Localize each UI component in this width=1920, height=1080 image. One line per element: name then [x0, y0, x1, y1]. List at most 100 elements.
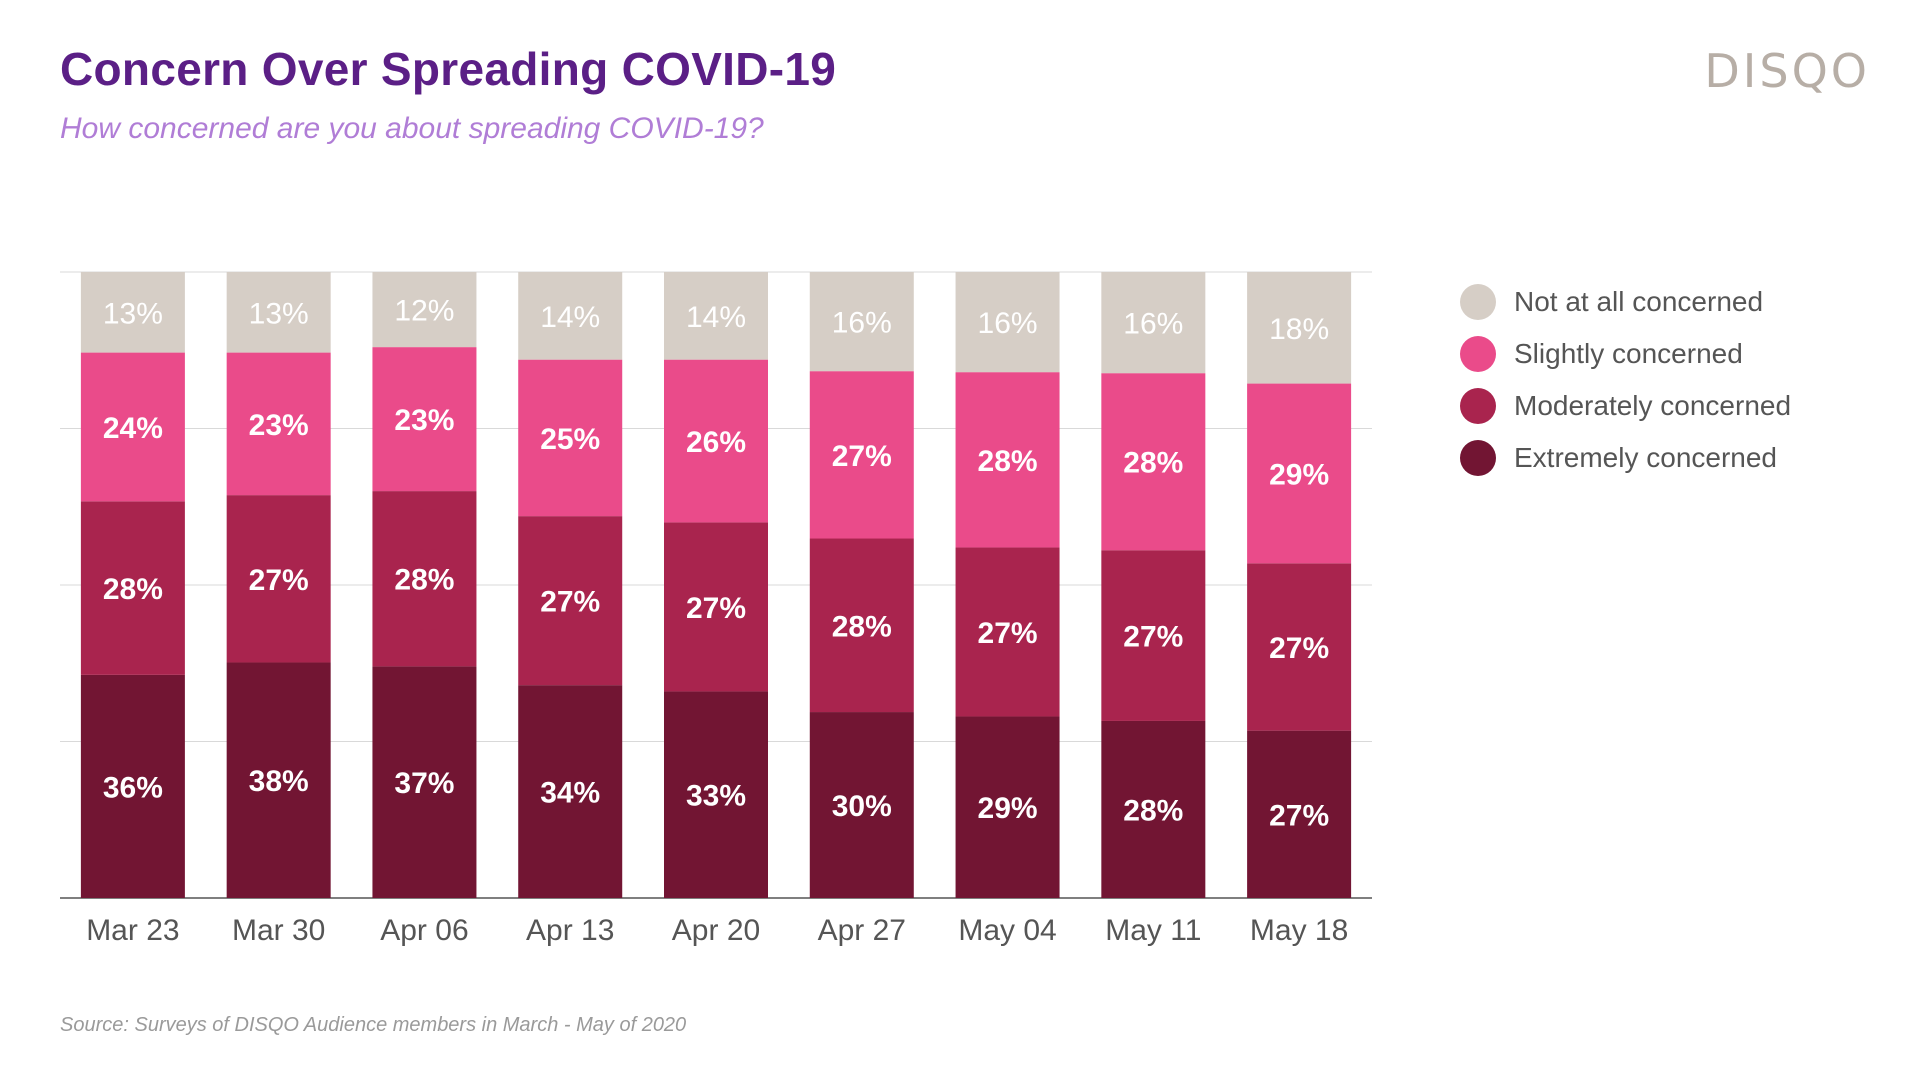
data-label: 27%: [832, 440, 892, 473]
bar-segment-slightly: [809, 371, 914, 539]
data-label: 27%: [1123, 621, 1183, 654]
legend-label: Slightly concerned: [1514, 338, 1743, 369]
data-label: 28%: [1123, 447, 1183, 480]
bar-segment-moderately: [80, 501, 185, 675]
x-tick-label: Apr 27: [818, 914, 906, 947]
bar-segment-moderately: [809, 538, 914, 713]
brand-logo: DISQO: [1704, 44, 1870, 98]
bar-segment-slightly: [518, 359, 623, 517]
bar-segment-moderately: [664, 522, 768, 692]
stacked-bar-chart: 36% 28% 24% 13% Mar 23 38% 27% 23% 13% Mar 30 37% 2…: [60, 271, 1372, 947]
bar-segment-extremely: [664, 691, 768, 898]
bar-stack: 37% 28% 23% 12%: [372, 272, 477, 898]
bar-segment-not_at_all: [226, 272, 331, 353]
legend-item: Extremely concerned: [1460, 432, 1791, 484]
data-label: 29%: [978, 792, 1038, 825]
legend-item: Not at all concerned: [1460, 276, 1791, 328]
bar-segment-not_at_all: [809, 272, 914, 372]
data-label: 28%: [103, 573, 163, 606]
chart-legend: Not at all concerned Slightly concerned Mo…: [1460, 276, 1791, 484]
data-label: 36%: [103, 771, 163, 804]
bar-stack: 36% 28% 24% 13%: [80, 272, 185, 898]
data-label: 24%: [103, 412, 163, 445]
bar-segment-not_at_all: [518, 272, 623, 360]
data-label: 23%: [394, 404, 454, 437]
data-label: 30%: [832, 790, 892, 823]
data-label: 27%: [1269, 632, 1329, 665]
source-note: Source: Surveys of DISQO Audience member…: [60, 1014, 687, 1036]
data-label: 38%: [249, 765, 309, 798]
data-label: 26%: [686, 426, 746, 459]
bar-segment-extremely: [1101, 720, 1206, 898]
data-label: 37%: [394, 767, 454, 800]
x-tick-label: Apr 13: [526, 914, 614, 947]
bar-segment-not_at_all: [664, 272, 768, 360]
data-label: 16%: [978, 307, 1038, 340]
legend-item: Moderately concerned: [1460, 380, 1791, 432]
data-label: 14%: [540, 301, 600, 334]
bar-segment-slightly: [1101, 373, 1206, 551]
bar-segment-slightly: [80, 352, 185, 502]
legend-label: Moderately concerned: [1514, 390, 1792, 421]
data-label: 28%: [978, 445, 1038, 478]
data-label: 27%: [978, 617, 1038, 650]
bar-segment-extremely: [809, 712, 914, 898]
x-tick-label: May 11: [1105, 914, 1201, 947]
legend-item: Slightly concerned: [1460, 328, 1791, 380]
bar-segment-extremely: [372, 666, 477, 898]
bar-segment-moderately: [1247, 563, 1352, 731]
bar-segment-slightly: [664, 359, 768, 523]
x-tick-label: May 18: [1250, 914, 1348, 947]
data-label: 25%: [540, 423, 600, 456]
data-label: 33%: [686, 780, 746, 813]
bar-stack: 34% 27% 25% 14%: [518, 272, 623, 898]
data-label: 28%: [832, 610, 892, 643]
x-tick-label: Mar 30: [232, 914, 325, 947]
bar-segment-not_at_all: [1247, 272, 1352, 384]
legend-swatch: [1460, 388, 1496, 424]
bar-segment-extremely: [955, 716, 1060, 898]
bar-stack: 33% 27% 26% 14%: [664, 272, 768, 898]
legend-swatch: [1460, 284, 1496, 320]
data-label: 13%: [103, 297, 163, 330]
bar-segment-slightly: [226, 352, 331, 496]
data-label: 14%: [686, 301, 746, 334]
bar-stack: 27% 27% 29% 18%: [1247, 272, 1352, 898]
data-label: 27%: [1269, 799, 1329, 832]
legend-label: Not at all concerned: [1514, 286, 1764, 317]
data-label: 23%: [249, 409, 309, 442]
bar-segment-not_at_all: [372, 272, 477, 348]
bar-stack: 38% 27% 23% 13%: [226, 272, 331, 898]
bar-segment-slightly: [372, 347, 477, 492]
data-label: 29%: [1269, 458, 1329, 491]
bar-segment-extremely: [80, 674, 185, 898]
bar-segment-moderately: [372, 491, 477, 667]
bar-segment-moderately: [1101, 550, 1206, 721]
bar-segment-slightly: [955, 372, 1060, 548]
chart-subtitle: How concerned are you about spreading CO…: [60, 112, 764, 145]
bar-segment-not_at_all: [80, 272, 185, 353]
bar-stack: 29% 27% 28% 16%: [955, 272, 1060, 898]
bar-segment-moderately: [955, 547, 1060, 717]
bar-segment-extremely: [518, 685, 623, 898]
bar-segment-extremely: [226, 662, 331, 898]
x-tick-label: May 04: [958, 914, 1056, 947]
data-label: 28%: [394, 564, 454, 597]
bar-segment-slightly: [1247, 383, 1352, 564]
data-label: 27%: [249, 564, 309, 597]
chart-title: Concern Over Spreading COVID-19: [60, 43, 837, 95]
x-tick-label: Mar 23: [86, 914, 179, 947]
bar-segment-not_at_all: [1101, 272, 1206, 374]
legend-swatch: [1460, 440, 1496, 476]
data-label: 16%: [1123, 308, 1183, 341]
legend-label: Extremely concerned: [1514, 442, 1778, 473]
bar-segment-moderately: [226, 495, 331, 663]
bar-segment-moderately: [518, 516, 623, 686]
data-label: 27%: [686, 592, 746, 625]
legend-swatch: [1460, 336, 1496, 372]
data-label: 12%: [394, 295, 454, 328]
data-label: 16%: [832, 307, 892, 340]
x-tick-label: Apr 20: [672, 914, 760, 947]
data-label: 27%: [540, 586, 600, 619]
data-label: 13%: [249, 297, 309, 330]
